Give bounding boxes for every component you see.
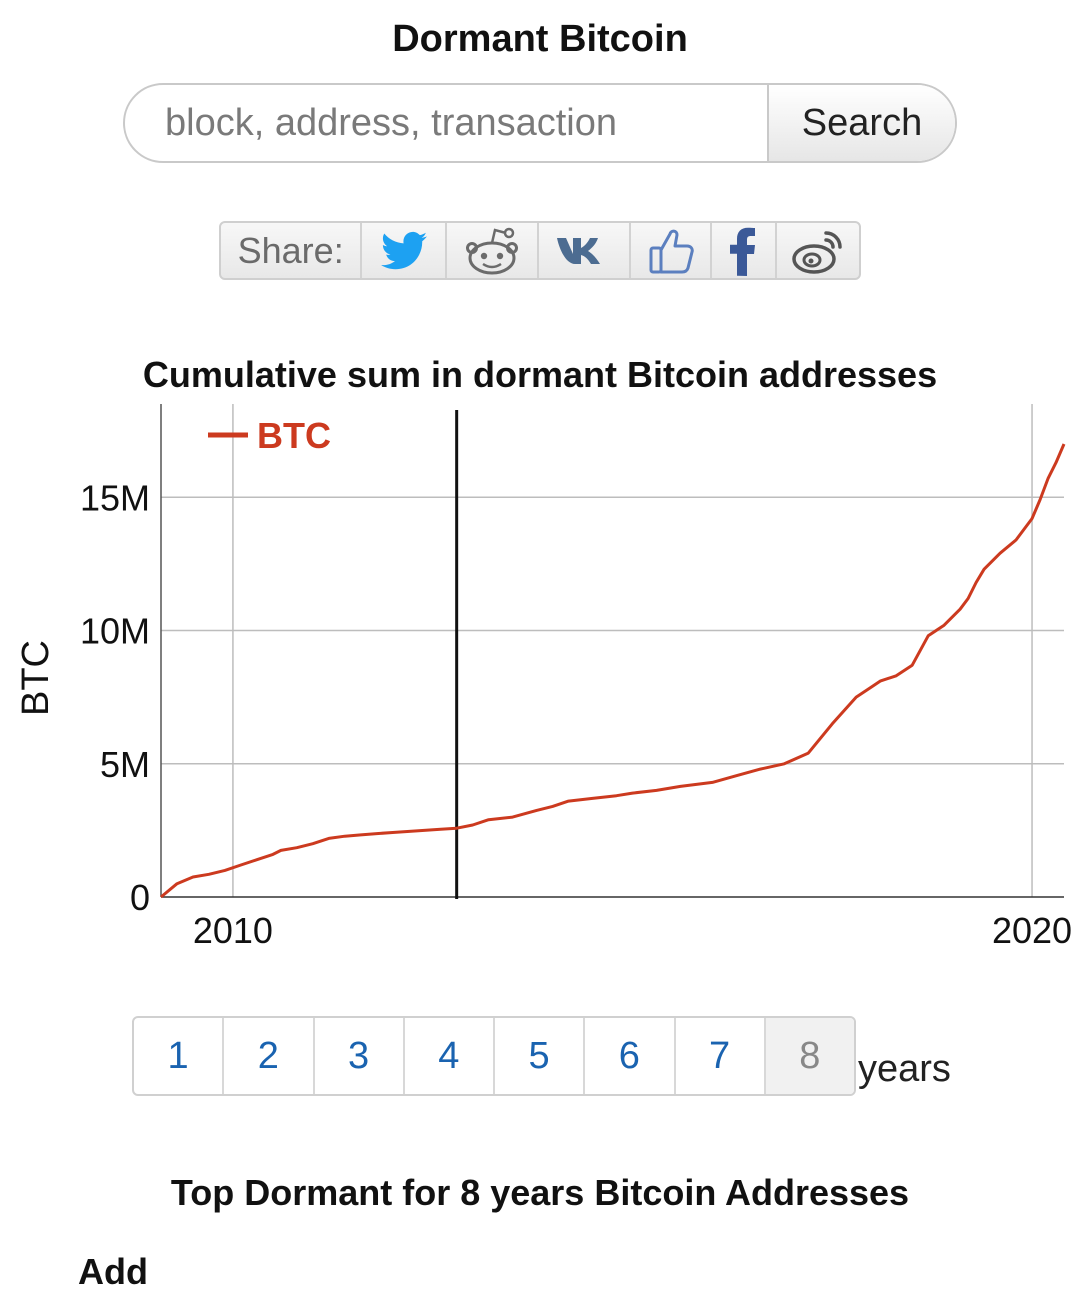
x-tick-label: 2020	[992, 910, 1072, 951]
table-column-heading: Add	[78, 1251, 148, 1292]
pager-item-4[interactable]: 4	[405, 1018, 495, 1094]
chart-title: Cumulative sum in dormant Bitcoin addres…	[142, 354, 938, 395]
share-twitter-button[interactable]	[362, 223, 447, 278]
search-button[interactable]: Search	[767, 85, 955, 161]
section-title: Top Dormant for 8 years Bitcoin Addresse…	[170, 1172, 910, 1213]
y-tick-label: 10M	[80, 611, 150, 652]
thumbs-up-icon	[649, 229, 694, 273]
pager-item-3[interactable]: 3	[315, 1018, 405, 1094]
search-input[interactable]	[125, 85, 767, 161]
share-weibo-button[interactable]	[777, 223, 859, 278]
pager-item-6[interactable]: 6	[585, 1018, 676, 1094]
series-line-btc	[160, 443, 1066, 899]
pager-item-2[interactable]: 2	[224, 1018, 315, 1094]
pager-item-7[interactable]: 7	[676, 1018, 766, 1094]
y-tick-label: 0	[130, 877, 150, 918]
years-pagination: 1 2 3 4 5 6 7 8	[132, 1016, 856, 1096]
reddit-alien-icon	[465, 227, 518, 274]
share-reddit-button[interactable]	[447, 223, 540, 278]
facebook-f-icon	[730, 227, 756, 276]
pager-suffix: years	[858, 1048, 951, 1090]
share-facebook-button[interactable]	[712, 223, 777, 278]
share-label: Share:	[221, 223, 363, 278]
y-axis-label: BTC	[15, 640, 57, 716]
pager-item-5[interactable]: 5	[495, 1018, 586, 1094]
share-like-button[interactable]	[631, 223, 712, 278]
pager-item-1[interactable]: 1	[134, 1018, 225, 1094]
page-title: Dormant Bitcoin	[392, 18, 688, 60]
pager-item-8[interactable]: 8	[765, 1018, 854, 1094]
dormant-btc-line-chart: 0 5M 10M 15M 2010 2020 BTC BTC	[15, 404, 1072, 951]
y-tick-label: 15M	[80, 477, 150, 518]
share-bar: Share:	[219, 221, 861, 280]
twitter-bird-icon	[380, 231, 427, 269]
legend-label: BTC	[257, 415, 331, 456]
search-form: Search	[123, 83, 957, 163]
y-tick-label: 5M	[100, 744, 150, 785]
x-tick-label: 2010	[193, 910, 273, 951]
share-vk-button[interactable]	[539, 223, 632, 278]
vk-logo-icon	[557, 237, 601, 264]
weibo-logo-icon	[792, 230, 842, 274]
